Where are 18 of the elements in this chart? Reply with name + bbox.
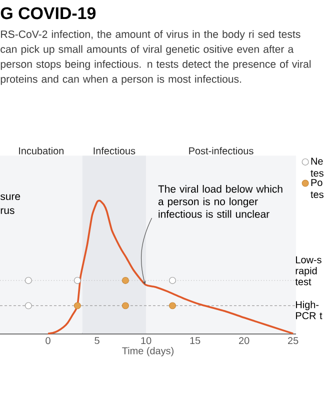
x-tick-label: 20	[239, 337, 250, 344]
legend-label: Ne tes	[310, 158, 324, 177]
chart-subtitle: RS-CoV-2 infection, the amount of virus in the body ri sed tests can pick up small amounts of viral genetic ositive even after a person stops being infectious. n tests detect the presence of viral proteins and can when a person is most infectious.	[0, 30, 311, 85]
x-tick-label: 0	[46, 337, 50, 344]
legend-label: Po tes	[310, 179, 324, 198]
x-axis-title: Time (days)	[122, 346, 174, 356]
x-tick-label: 25	[288, 337, 298, 344]
annotation: sure rus	[0, 194, 20, 214]
annotation: The viral load below which a person is no longer infectious is still unclear	[158, 185, 282, 218]
x-tick-label: 5	[94, 337, 100, 344]
band-label: Incubation	[19, 147, 64, 154]
band-label: Post-infectious	[189, 147, 254, 154]
x-tick-label: 15	[190, 337, 200, 344]
band-label: Infectious	[94, 147, 136, 154]
ref-line-label: High- PCR t	[296, 300, 322, 320]
ref-line-label: Low-s rapid test	[295, 256, 322, 286]
chart-title: G COVID-19	[0, 7, 96, 20]
x-tick-label: 10	[141, 337, 152, 344]
